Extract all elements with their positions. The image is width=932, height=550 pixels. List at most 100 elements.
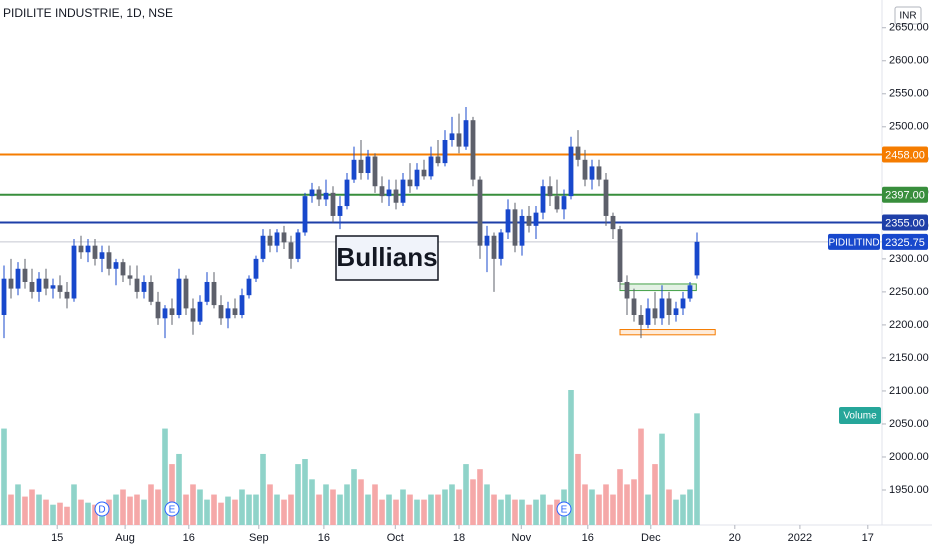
volume-bar: [645, 494, 651, 525]
x-tick-label: 16: [183, 532, 195, 544]
candle-body: [554, 196, 560, 210]
candle-body: [1, 278, 7, 315]
volume-bar: [274, 494, 280, 525]
candle-body: [36, 278, 42, 292]
volume-bar: [379, 499, 385, 525]
volume-bar: [176, 453, 182, 525]
candle-body: [407, 179, 413, 187]
y-tick-label: 2250.00: [889, 286, 929, 298]
candle-body: [477, 179, 483, 246]
candle-body: [470, 120, 476, 180]
candle-body: [596, 166, 602, 180]
volume-bar: [29, 489, 35, 525]
volume-bar: [337, 494, 343, 525]
volume-bar: [365, 494, 371, 525]
x-tick-label: 17: [862, 532, 874, 544]
volume-bar: [225, 496, 231, 525]
candle-body: [15, 268, 21, 289]
x-tick-label: 16: [582, 532, 594, 544]
candle-body: [463, 120, 469, 147]
volume-bar: [624, 484, 630, 525]
candle-body: [680, 298, 686, 309]
candle-body: [71, 245, 77, 299]
candle-body: [127, 275, 133, 279]
volume-bar: [302, 459, 308, 525]
volume-bar: [484, 484, 490, 525]
candle-body: [29, 281, 35, 292]
candle-body: [561, 196, 567, 210]
volume-bar: [680, 494, 686, 525]
volume-bar: [400, 489, 406, 525]
candle-body: [505, 209, 511, 233]
y-tick-label: 2000.00: [889, 451, 929, 463]
x-tick-label: Aug: [115, 532, 135, 544]
volume-bar: [477, 469, 483, 525]
volume-bar: [526, 504, 532, 525]
volume-bar: [36, 494, 42, 525]
volume-bar: [288, 494, 294, 525]
y-tick-label: 2200.00: [889, 319, 929, 331]
candle-body: [225, 308, 231, 319]
volume-bar: [281, 499, 287, 525]
last-price-box: [882, 233, 928, 250]
candle-body: [568, 146, 574, 197]
candle-body: [589, 166, 595, 180]
level-price-box: [882, 186, 928, 203]
candle-body: [344, 179, 350, 207]
candle-body: [351, 159, 357, 180]
volume-bar: [162, 428, 168, 525]
candle-body: [99, 252, 105, 259]
currency: INR: [899, 11, 916, 22]
volume-bar: [78, 499, 84, 525]
candle-body: [337, 206, 343, 216]
candle-body: [22, 268, 28, 282]
volume-tag-box: [839, 407, 881, 424]
volume-bar: [470, 479, 476, 525]
candle-body: [106, 252, 112, 269]
volume-bar: [197, 489, 203, 525]
x-tick-label: 20: [729, 532, 741, 544]
candle-body: [372, 156, 378, 187]
chart-title: PIDILITE INDUSTRIE, 1D, NSE: [3, 6, 173, 20]
volume-bar: [43, 499, 49, 525]
candle-body: [295, 232, 301, 259]
volume-bar: [253, 494, 259, 525]
candle-body: [50, 285, 56, 289]
zone: [619, 329, 716, 336]
candle-body: [162, 308, 168, 319]
candle-body: [330, 192, 336, 216]
volume-bar: [491, 494, 497, 525]
volume-bar: [358, 479, 364, 525]
candle-body: [519, 215, 525, 246]
volume-bar: [666, 489, 672, 525]
volume-bar: [372, 484, 378, 525]
volume-bar: [246, 494, 252, 525]
x-tick-label: 16: [318, 532, 330, 544]
candle-body: [316, 189, 322, 200]
candle-body: [176, 278, 182, 315]
candle-body: [694, 241, 700, 276]
level-price-label: 2355.00: [885, 217, 925, 229]
candle-body: [540, 186, 546, 213]
volume-bar: [204, 499, 210, 525]
candle-body: [638, 315, 644, 325]
candle-body: [645, 308, 651, 325]
event-marker: [94, 501, 110, 517]
annotation-box: [335, 235, 439, 281]
candle-body: [456, 133, 462, 147]
volume-bar: [456, 489, 462, 525]
volume-bar: [694, 413, 700, 525]
candle-body: [442, 140, 448, 164]
candle-body: [204, 281, 210, 302]
volume-bar: [141, 499, 147, 525]
volume-bar: [603, 484, 609, 525]
volume-bar: [64, 506, 70, 525]
candle-body: [617, 229, 623, 282]
volume-bar: [421, 499, 427, 525]
event-label: E: [561, 505, 568, 516]
volume-bar: [351, 469, 357, 525]
candle-body: [141, 281, 147, 292]
x-tick-label: Dec: [641, 532, 661, 544]
volume-bar: [8, 494, 14, 525]
